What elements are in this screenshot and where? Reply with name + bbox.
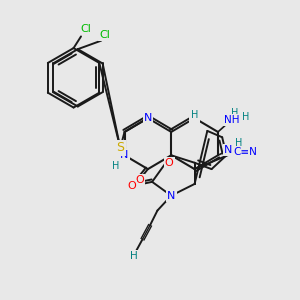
Text: H: H — [191, 110, 198, 120]
Text: H: H — [236, 138, 243, 148]
Text: O: O — [135, 175, 144, 185]
Text: H: H — [242, 112, 249, 122]
Text: Cl: Cl — [81, 24, 92, 34]
Text: H: H — [112, 161, 120, 171]
Text: S: S — [116, 141, 124, 154]
Text: O: O — [165, 158, 173, 168]
Text: Cl: Cl — [99, 30, 110, 40]
Text: N: N — [144, 113, 152, 123]
Text: N: N — [167, 190, 176, 201]
Text: S: S — [116, 141, 124, 154]
Text: N: N — [190, 113, 199, 123]
Text: H: H — [130, 251, 138, 261]
Text: H: H — [231, 108, 239, 118]
Text: O: O — [128, 181, 136, 191]
Text: C≡N: C≡N — [234, 147, 257, 157]
Text: N: N — [120, 150, 129, 160]
Text: NH: NH — [224, 115, 239, 125]
Text: S: S — [116, 141, 124, 154]
Text: N: N — [224, 145, 233, 155]
